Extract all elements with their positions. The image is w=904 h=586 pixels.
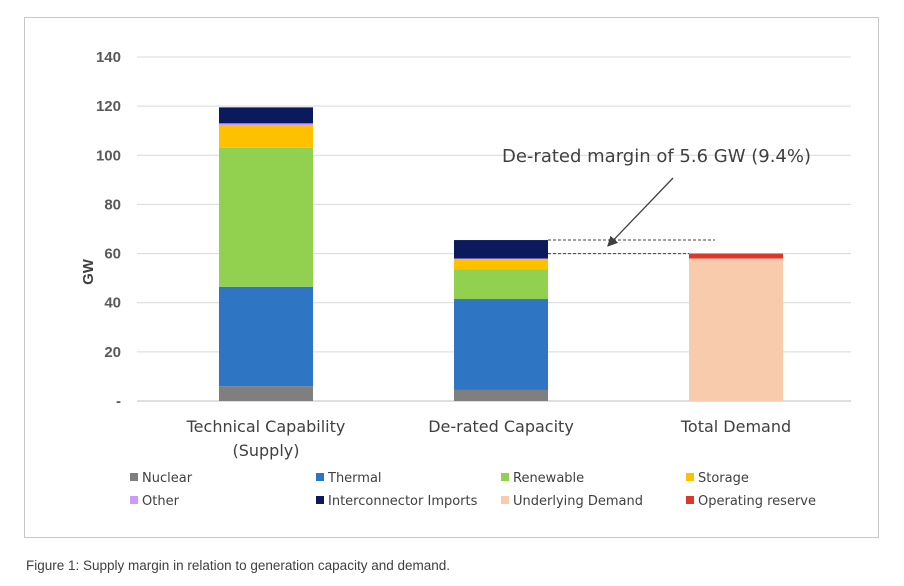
y-tick-label: - <box>116 393 121 410</box>
legend-swatch-interconnector-imports <box>316 496 324 504</box>
legend-swatch-storage <box>686 473 694 481</box>
bar-segment-other <box>219 123 313 126</box>
bar-segment-nuclear <box>219 386 313 401</box>
y-tick-label: 100 <box>96 147 121 164</box>
margin-annotation-text: De-rated margin of 5.6 GW (9.4%) <box>502 146 811 167</box>
bar-segment-thermal <box>219 286 313 387</box>
legend-swatch-thermal <box>316 473 324 481</box>
bars <box>219 107 783 401</box>
legend-label-underlying-demand: Underlying Demand <box>513 494 643 509</box>
y-tick-label: 140 <box>96 49 121 66</box>
y-axis-label: GW <box>80 258 97 285</box>
figure-caption: Figure 1: Supply margin in relation to g… <box>26 558 451 573</box>
category-label: (Supply) <box>232 441 299 460</box>
margin-annotation: De-rated margin of 5.6 GW (9.4%) <box>502 146 811 255</box>
bar-segment-storage <box>454 259 548 270</box>
y-tick-label: 80 <box>104 196 121 213</box>
category-label: Technical Capability <box>186 417 346 436</box>
stacked-bar-chart: - 20 40 60 80 100 120 140 GW De-rated margin of… <box>80 49 851 509</box>
y-tick-label: 120 <box>96 98 121 115</box>
category-label: De-rated Capacity <box>428 417 574 436</box>
chart-frame: - 20 40 60 80 100 120 140 GW De-rated margin of… <box>24 17 879 538</box>
bar-segment-operating-reserve <box>689 253 783 259</box>
legend-swatch-nuclear <box>130 473 138 481</box>
legend-label-interconnector-imports: Interconnector Imports <box>328 494 478 509</box>
category-label: Total Demand <box>680 417 791 436</box>
legend: Nuclear Thermal Renewable Storage Other Inter… <box>130 471 816 509</box>
legend-swatch-operating-reserve <box>686 496 694 504</box>
bar-segment-renewable <box>219 147 313 287</box>
legend-label-other: Other <box>142 494 180 509</box>
bar-segment-renewable <box>454 269 548 300</box>
y-tick-label: 40 <box>104 295 121 312</box>
category-labels: Technical Capability (Supply) De-rated Cap… <box>186 417 792 460</box>
legend-label-nuclear: Nuclear <box>142 471 193 486</box>
y-tick-label: 20 <box>104 344 121 361</box>
bar-segment-storage <box>219 125 313 148</box>
y-tick-label: 60 <box>104 246 121 263</box>
bar-segment-nuclear <box>454 389 548 401</box>
legend-swatch-underlying-demand <box>501 496 509 504</box>
legend-swatch-other <box>130 496 138 504</box>
y-axis-ticks: - 20 40 60 80 100 120 140 <box>96 49 121 410</box>
legend-swatch-renewable <box>501 473 509 481</box>
margin-arrow <box>607 177 674 247</box>
bar-segment-other <box>454 258 548 260</box>
bar-segment-underlying-demand <box>689 258 783 401</box>
bar-segment-interconnector-imports <box>219 107 313 124</box>
legend-label-storage: Storage <box>698 471 749 486</box>
bar-segment-thermal <box>454 299 548 390</box>
legend-label-renewable: Renewable <box>513 471 584 486</box>
legend-label-operating-reserve: Operating reserve <box>698 494 816 509</box>
legend-label-thermal: Thermal <box>327 471 382 486</box>
bar-segment-interconnector-imports <box>454 240 548 259</box>
